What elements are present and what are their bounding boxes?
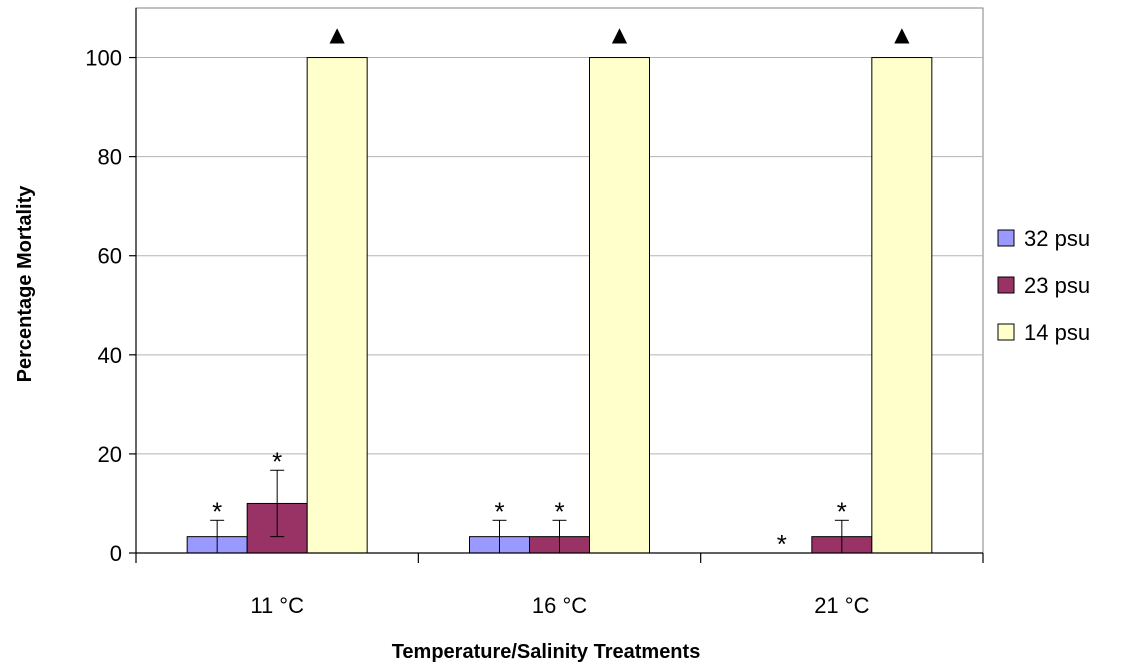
bar bbox=[306, 57, 368, 554]
significance-marker: * bbox=[272, 446, 282, 476]
y-axis-title: Percentage Mortality bbox=[14, 185, 36, 383]
legend-swatch bbox=[997, 276, 1015, 294]
legend-label: 14 psu bbox=[1024, 320, 1090, 345]
legend-label: 23 psu bbox=[1024, 273, 1090, 298]
significance-marker: * bbox=[494, 496, 504, 526]
significance-marker: * bbox=[777, 529, 787, 559]
plot-border bbox=[135, 7, 984, 554]
x-tick-label: 11 °C bbox=[250, 593, 304, 618]
legend: 32 psu 23 psu 14 psu bbox=[997, 226, 1090, 345]
significance-marker: ▲ bbox=[607, 20, 633, 50]
gridlines bbox=[135, 7, 984, 554]
bar bbox=[871, 57, 933, 554]
labels: 0 20 40 60 80 100 11 °C * * ▲ 16 °C * * ▲ 21 °C * * ▲ bbox=[85, 20, 914, 618]
bar bbox=[589, 57, 650, 554]
y-tick-label: 60 bbox=[98, 244, 122, 269]
significance-marker: ▲ bbox=[324, 20, 350, 50]
y-tick-label: 100 bbox=[85, 46, 122, 71]
y-tick-label: 80 bbox=[98, 145, 122, 170]
legend-swatch bbox=[997, 323, 1015, 341]
significance-marker: * bbox=[837, 496, 847, 526]
x-axis-title: Temperature/Salinity Treatments bbox=[392, 641, 701, 663]
bars bbox=[186, 57, 933, 554]
x-tick-label: 21 °C bbox=[814, 593, 869, 618]
significance-marker: * bbox=[554, 496, 564, 526]
legend-swatch bbox=[997, 229, 1015, 247]
y-tick-label: 20 bbox=[98, 442, 122, 467]
significance-marker: * bbox=[212, 496, 222, 526]
y-tick-label: 0 bbox=[110, 541, 122, 566]
x-tick-label: 16 °C bbox=[532, 593, 587, 618]
legend-label: 32 psu bbox=[1024, 226, 1090, 251]
y-tick-label: 40 bbox=[98, 343, 122, 368]
axes bbox=[129, 8, 984, 563]
significance-marker: ▲ bbox=[889, 20, 915, 50]
